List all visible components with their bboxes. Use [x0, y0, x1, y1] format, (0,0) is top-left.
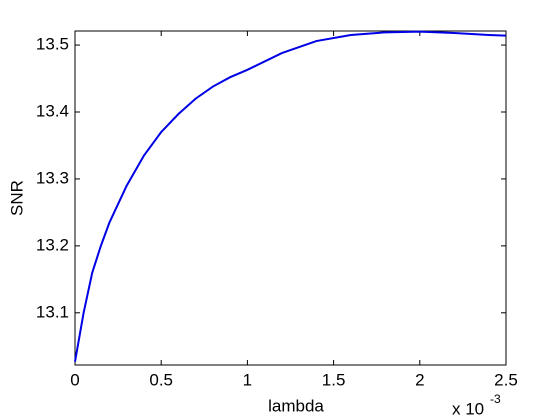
x-axis-label: lambda	[268, 396, 324, 415]
x-tick-label: 1	[243, 370, 252, 389]
x-exponent: -3	[490, 392, 501, 406]
x-tick-label: 2.5	[494, 370, 518, 389]
y-tick-label: 13.4	[36, 101, 69, 120]
series-line	[74, 30, 507, 362]
y-tick-label: 13.3	[36, 168, 69, 187]
x-tick-label: 2	[415, 370, 424, 389]
plot-frame	[74, 30, 507, 366]
x-tick-label: 0.5	[149, 370, 173, 389]
x-tick-label: 0	[70, 370, 79, 389]
x-tick-label: 1.5	[322, 370, 346, 389]
x-multiplier: x 10	[452, 399, 484, 418]
y-axis-label: SNR	[7, 180, 26, 216]
y-tick-label: 13.1	[36, 302, 69, 321]
y-tick-label: 13.2	[36, 235, 69, 254]
y-tick-label: 13.5	[36, 35, 69, 54]
